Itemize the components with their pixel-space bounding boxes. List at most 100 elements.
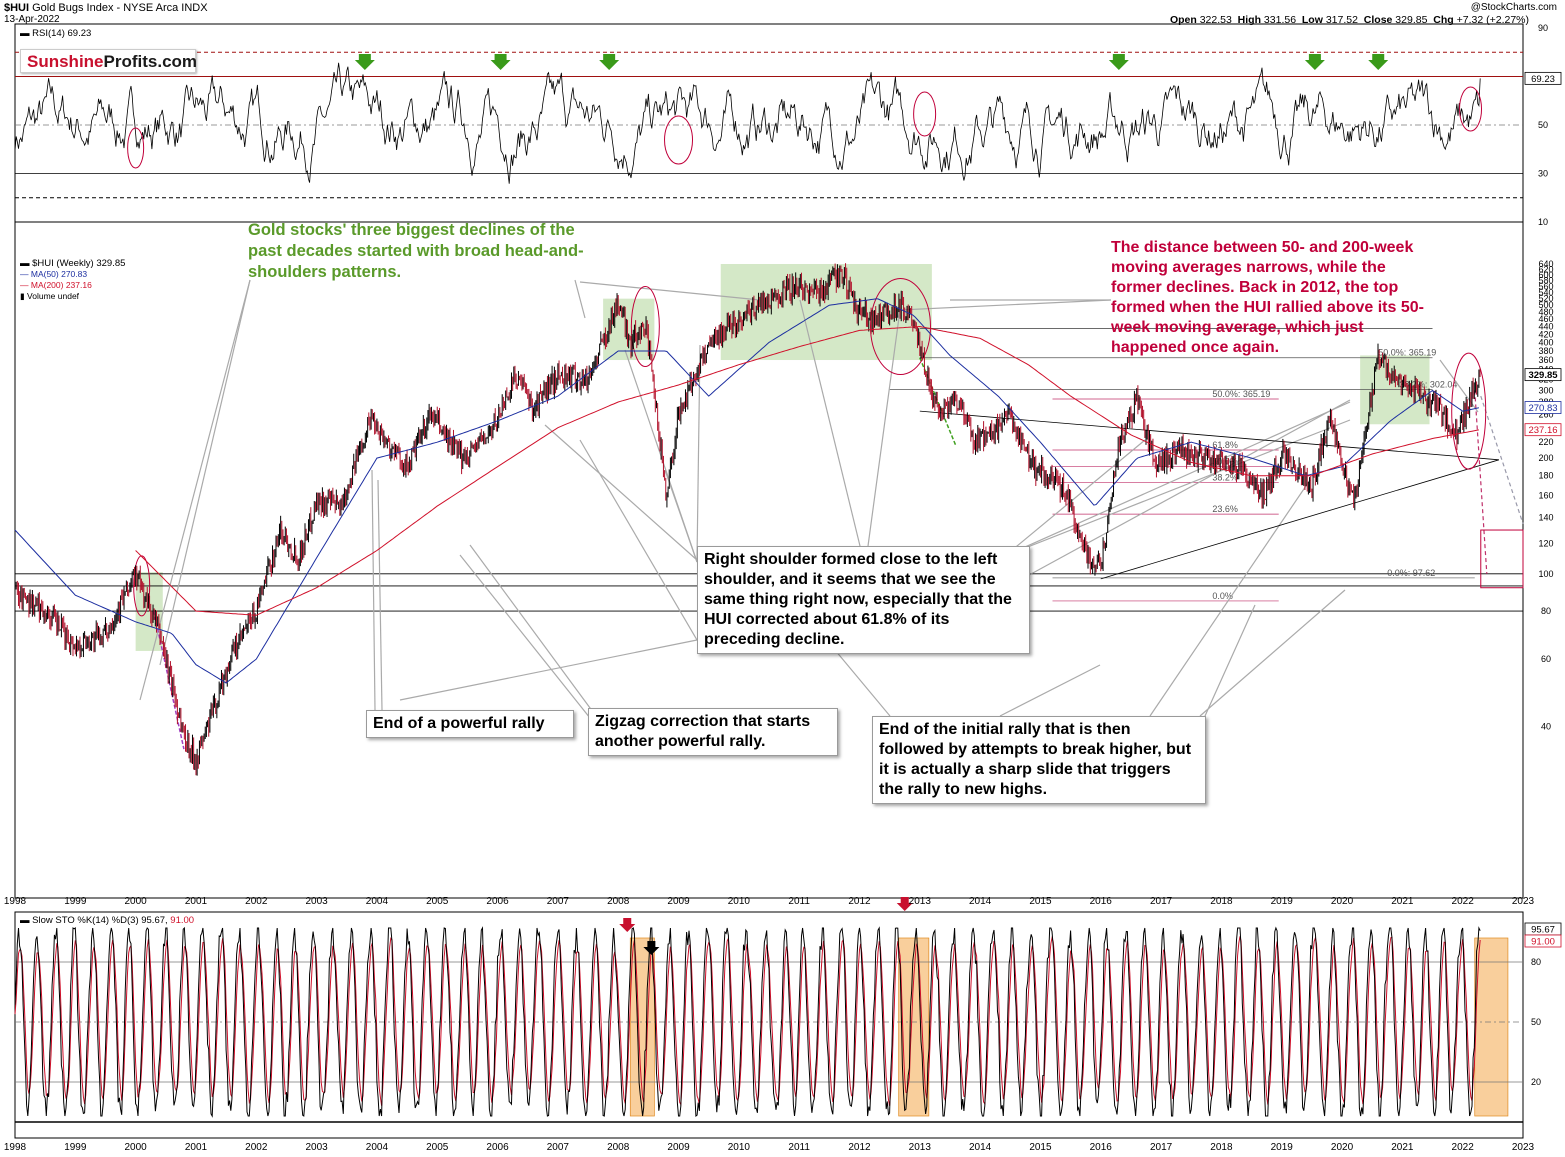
x-tick-label: 1999 (64, 1142, 87, 1153)
x-tick-label: 2000 (125, 1142, 148, 1153)
rsi-circle-2 (664, 115, 694, 165)
x-tick-label: 2022 (1452, 1142, 1475, 1153)
x-tick-label: 2010 (728, 1142, 751, 1153)
x-tick-label: 2005 (426, 1142, 449, 1153)
rsi-value-tag-box (1524, 71, 1562, 85)
stoch-legend: ▬ Slow STO %K(14) %D(3) 95.67, 91.00 (20, 915, 195, 926)
symbol: $HUI (4, 2, 30, 14)
pointer-line-11 (696, 344, 701, 561)
x-tick-label: 2005 (426, 896, 449, 907)
x-tick-label: 1998 (4, 1142, 27, 1153)
x-tick-label: 2004 (366, 1142, 389, 1153)
chart-header-title: $HUI Gold Bugs Index - NYSE Arca INDX (4, 2, 208, 14)
price-tick-label: 500 (1538, 300, 1553, 310)
stoch-d-tag-box (1524, 934, 1562, 948)
x-tick-label: 2015 (1029, 1142, 1052, 1153)
price-tick-label: 140 (1538, 513, 1553, 523)
price-tick-label: 480 (1538, 307, 1553, 317)
x-tick-label: 2023 (1512, 896, 1535, 907)
price-tick-label: 580 (1538, 275, 1553, 285)
sunshine-profits-logo: SunshineProfits.com (20, 49, 197, 73)
price-tick-label: 300 (1538, 385, 1553, 395)
pointer-line-8 (544, 424, 698, 561)
stoch-arrow-2 (896, 897, 913, 911)
price-tick-label: 380 (1538, 346, 1553, 356)
price-tick-label: 40 (1541, 722, 1551, 732)
price-tick-label: 460 (1538, 314, 1553, 324)
legend-ma50: — MA(50) 270.83 (20, 269, 88, 279)
pointer-line-14 (1004, 419, 1351, 557)
x-tick-label: 2023 (1512, 1142, 1535, 1153)
x-tick-label: 2000 (125, 896, 148, 907)
fib-label-1: 50.0%: 365.19 (1212, 389, 1270, 399)
x-tick-label: 2007 (547, 1142, 570, 1153)
callout-zigzag: Zigzag correction that starts another po… (588, 708, 838, 756)
x-tick-label: 2016 (1090, 1142, 1113, 1153)
pointer-line-27 (1199, 589, 1346, 717)
x-tick-label: 2021 (1391, 896, 1414, 907)
legend-hui: ▬ $HUI (Weekly) 329.85 (20, 258, 126, 269)
x-tick-label: 2007 (547, 896, 570, 907)
stoch-arrow-1 (619, 918, 636, 932)
rsi-value-tag: 69.23 (1531, 74, 1555, 85)
x-tick-label: 2018 (1210, 896, 1233, 907)
rsi-tick-label: 50 (1538, 120, 1548, 130)
fib-label-5: 23.6% (1212, 504, 1238, 514)
legend-volume: ▮ Volume undef (20, 291, 80, 301)
x-tick-label: 2019 (1271, 896, 1294, 907)
pointer-line-18 (579, 439, 698, 641)
price-tick-label: 100 (1538, 569, 1553, 579)
x-tick-label: 2009 (667, 896, 690, 907)
price-tick-label: 260 (1538, 409, 1553, 419)
stoch-zone-3 (1474, 937, 1509, 1117)
rsi-tick-label: 10 (1538, 217, 1548, 227)
price-panel-frame (14, 23, 1524, 899)
pointer-line-17 (1019, 399, 1351, 581)
price-tick-label: 540 (1538, 287, 1553, 297)
rsi-tick-label: 90 (1538, 23, 1548, 33)
x-tick-label: 2011 (788, 1142, 810, 1153)
projection-2000 (153, 610, 185, 750)
pointer-line-13 (867, 309, 901, 547)
ma50-value-tag-box (1524, 401, 1562, 414)
x-tick-label: 2008 (607, 1142, 630, 1153)
stoch-k-line (14, 926, 1481, 1118)
price-tick-label: 360 (1538, 355, 1553, 365)
price-bars (14, 263, 1481, 776)
x-tick-label: 2003 (305, 896, 328, 907)
price-tick-label: 560 (1538, 281, 1553, 291)
fib-label-4: 38.2% (1212, 472, 1238, 482)
x-tick-label: 2016 (1090, 896, 1113, 907)
x-tick-label: 1999 (64, 896, 87, 907)
x-tick-label: 2011 (788, 896, 810, 907)
pointer-line-21 (377, 479, 383, 711)
x-tick-label: 2014 (969, 1142, 992, 1153)
x-tick-label: 2002 (245, 896, 268, 907)
stoch-tick-label: 20 (1531, 1077, 1541, 1087)
price-tick-label: 520 (1538, 294, 1553, 304)
pointer-line-1 (159, 279, 251, 666)
price-circle-2 (630, 286, 660, 368)
x-tick-label: 2004 (366, 896, 389, 907)
pointer-line-25 (999, 664, 1101, 717)
x-tick-label: 2015 (1029, 896, 1052, 907)
projection-2013 (919, 357, 957, 447)
fib-label-top: 50.0%: 365.19 (1378, 348, 1436, 358)
x-tick-label: 2020 (1331, 896, 1354, 907)
rsi-top-arrow-5 (1304, 54, 1325, 70)
hs-zone-4 (1360, 355, 1430, 425)
callout-moving-averages: The distance between 50- and 200-week mo… (1111, 239, 1424, 356)
rsi-top-arrow-6 (1368, 54, 1389, 70)
x-tick-label: 2003 (305, 1142, 328, 1153)
x-tick-label: 2018 (1210, 1142, 1233, 1153)
x-tick-label: 2019 (1271, 1142, 1294, 1153)
pointer-line-22 (459, 554, 591, 719)
x-tick-label: 2020 (1331, 1142, 1354, 1153)
projection-2022-a (1474, 390, 1488, 574)
fib-label-zero: 0.0%: 97.62 (1387, 568, 1435, 578)
ohlc-readout: Open 322.53 High 331.56 Low 317.52 Close… (1169, 14, 1529, 26)
x-tick-label: 2002 (245, 1142, 268, 1153)
ma200-value-tag: 237.16 (1528, 425, 1557, 436)
x-tick-label: 2010 (728, 896, 751, 907)
price-legend: ▬ $HUI (Weekly) 329.85 — MA(50) 270.83 —… (20, 258, 125, 302)
